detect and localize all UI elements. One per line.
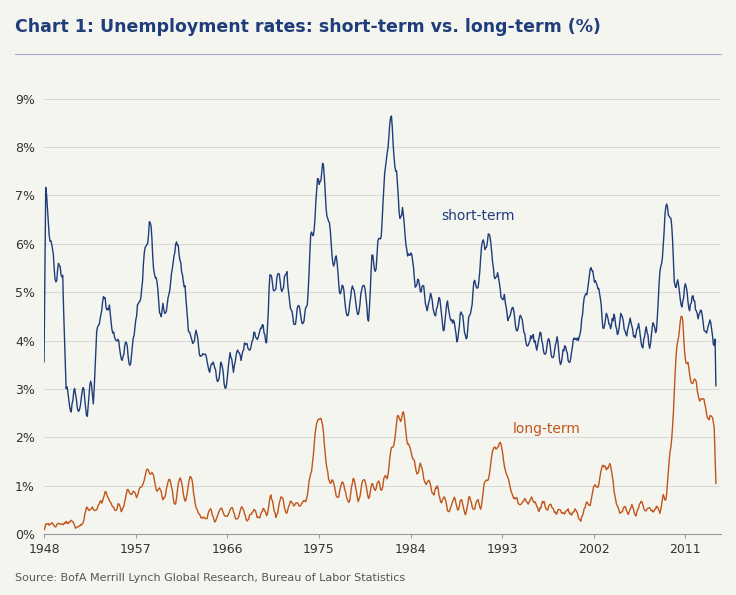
Text: Chart 1: Unemployment rates: short-term vs. long-term (%): Chart 1: Unemployment rates: short-term …	[15, 18, 601, 36]
Text: Source: BofA Merrill Lynch Global Research, Bureau of Labor Statistics: Source: BofA Merrill Lynch Global Resear…	[15, 573, 405, 583]
Text: long-term: long-term	[512, 422, 580, 436]
Text: short-term: short-term	[441, 209, 514, 223]
